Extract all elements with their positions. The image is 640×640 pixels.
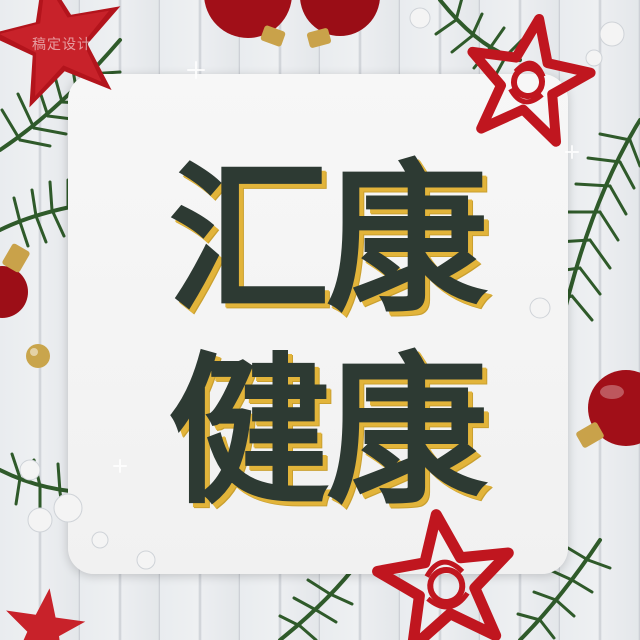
red-star-top-left (0, 0, 121, 108)
pearl-beads (19, 7, 625, 570)
headline-line-2: 健康 (168, 339, 488, 527)
red-ornament-balls-top (204, 0, 380, 48)
red-star-bottom-left (6, 588, 86, 640)
pine-branch-top-left (0, 38, 122, 248)
ornament-left (0, 243, 50, 368)
red-lattice-star-top-right (467, 13, 596, 147)
headline-line-1: 汇康 (168, 147, 488, 335)
sparkles (113, 61, 579, 473)
ornament-right (576, 370, 640, 448)
message-card (68, 74, 568, 574)
watermark-text: 稿定设计 (32, 37, 92, 53)
red-lattice-star-bottom-right (372, 509, 514, 640)
